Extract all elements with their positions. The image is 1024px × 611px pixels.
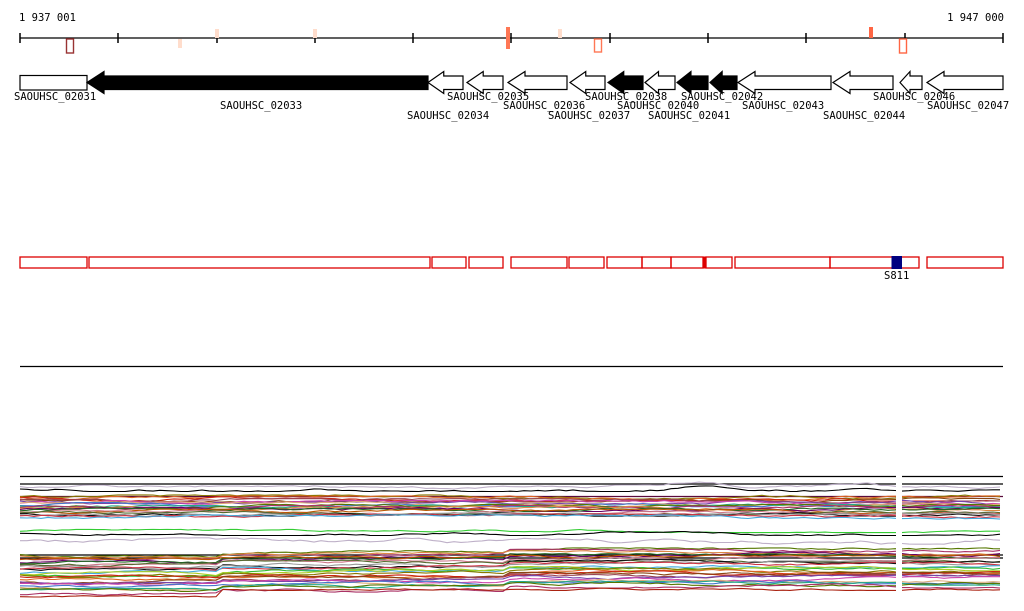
gene-SAOUHSC_02031[interactable] (19, 74, 88, 91)
panel-gap (896, 471, 902, 601)
coverage-trace (19, 485, 1000, 493)
gene-SAOUHSC_02033[interactable] (85, 70, 429, 95)
coverage-trace (20, 583, 1001, 596)
coverage-trace (19, 481, 1001, 490)
stop-codon-mark[interactable] (215, 29, 219, 38)
coverage-trace (19, 571, 1001, 585)
segment-box[interactable] (606, 256, 643, 269)
gene-SAOUHSC_02041[interactable] (676, 70, 709, 95)
coverage-trace (19, 581, 1001, 593)
coverage-trace (19, 498, 1001, 504)
coverage-trace (19, 528, 1000, 534)
gene-SAOUHSC_02044[interactable] (831, 70, 894, 95)
stop-codon-mark[interactable] (869, 27, 873, 38)
gene-SAOUHSC_02035[interactable] (465, 70, 504, 95)
gene-label-SAOUHSC_02047[interactable]: SAOUHSC_02047 (927, 100, 1010, 112)
segment-box[interactable] (510, 256, 568, 269)
segment-box[interactable] (670, 256, 704, 269)
ruler-end-coordinate: 1 947 000 (947, 12, 1004, 24)
gene-label-SAOUHSC_02046[interactable]: SAOUHSC_02046 (873, 91, 956, 103)
gene-SAOUHSC_02046[interactable] (899, 69, 923, 96)
coverage-trace (19, 574, 1001, 584)
stop-codon-mark[interactable] (313, 29, 317, 38)
coverage-trace (19, 495, 1000, 501)
segment-box[interactable] (926, 256, 1004, 269)
gene-SAOUHSC_02040[interactable] (644, 70, 676, 95)
gene-label-SAOUHSC_02038[interactable]: SAOUHSC_02038 (585, 91, 668, 103)
segment-box[interactable] (568, 256, 605, 269)
coverage-trace (20, 580, 1001, 592)
gene-label-SAOUHSC_02043[interactable]: SAOUHSC_02043 (742, 100, 825, 112)
gene-SAOUHSC_02034[interactable] (426, 70, 464, 95)
coverage-trace (19, 567, 1000, 578)
coverage-trace (19, 553, 1001, 565)
coverage-trace (19, 530, 1001, 537)
ruler-start-coordinate: 1 937 001 (19, 12, 76, 24)
coverage-trace (19, 576, 1000, 586)
coverage-trace (19, 554, 1001, 561)
coverage-trace (19, 560, 1001, 569)
gene-SAOUHSC_02047[interactable] (925, 70, 1004, 95)
stop-codon-mark[interactable] (898, 38, 908, 54)
coverage-trace (19, 500, 1001, 506)
stop-codon-mark[interactable] (65, 38, 75, 54)
snp-marker-label: S811 (884, 270, 910, 282)
gene-label-SAOUHSC_02037[interactable]: SAOUHSC_02037 (548, 110, 631, 122)
segment-box[interactable] (468, 256, 504, 269)
coverage-trace (19, 504, 1001, 511)
gene-label-SAOUHSC_02040[interactable]: SAOUHSC_02040 (617, 100, 700, 112)
gene-label-SAOUHSC_02031[interactable]: SAOUHSC_02031 (14, 91, 97, 103)
gene-label-SAOUHSC_02035[interactable]: SAOUHSC_02035 (447, 91, 530, 103)
segment-box[interactable] (734, 256, 831, 269)
gene-SAOUHSC_02037[interactable] (568, 70, 606, 95)
segment-box[interactable] (19, 256, 88, 269)
coverage-trace (19, 550, 1001, 559)
segment-box[interactable] (88, 256, 431, 269)
coverage-trace (20, 566, 1000, 577)
gene-SAOUHSC_02036[interactable] (506, 70, 568, 95)
snp-marker-S811[interactable] (891, 256, 903, 269)
segment-box[interactable] (705, 256, 733, 269)
coverage-trace (19, 587, 1001, 598)
gene-label-SAOUHSC_02034[interactable]: SAOUHSC_02034 (407, 110, 490, 122)
gene-label-SAOUHSC_02033[interactable]: SAOUHSC_02033 (220, 100, 303, 112)
segment-box[interactable] (829, 256, 920, 269)
gene-label-SAOUHSC_02042[interactable]: SAOUHSC_02042 (681, 91, 764, 103)
coverage-trace (19, 570, 1001, 579)
gene-SAOUHSC_02038[interactable] (606, 70, 644, 95)
segment-box[interactable] (641, 256, 672, 269)
gene-label-SAOUHSC_02041[interactable]: SAOUHSC_02041 (648, 110, 731, 122)
coverage-trace (19, 561, 1001, 571)
stop-codon-mark[interactable] (178, 39, 182, 48)
gene-SAOUHSC_02043[interactable] (736, 70, 832, 95)
coverage-trace (19, 514, 1001, 520)
coverage-trace (20, 537, 1001, 545)
segment-box[interactable] (431, 256, 467, 269)
gene-label-SAOUHSC_02036[interactable]: SAOUHSC_02036 (503, 100, 586, 112)
coverage-trace (19, 512, 1001, 518)
coverage-trace (19, 509, 1001, 515)
segment-divider (702, 256, 706, 269)
gene-label-SAOUHSC_02044[interactable]: SAOUHSC_02044 (823, 110, 906, 122)
stop-codon-mark[interactable] (558, 29, 562, 38)
stop-codon-mark[interactable] (593, 38, 603, 53)
gene-SAOUHSC_02042[interactable] (709, 70, 738, 95)
stop-codon-mark[interactable] (506, 27, 510, 49)
